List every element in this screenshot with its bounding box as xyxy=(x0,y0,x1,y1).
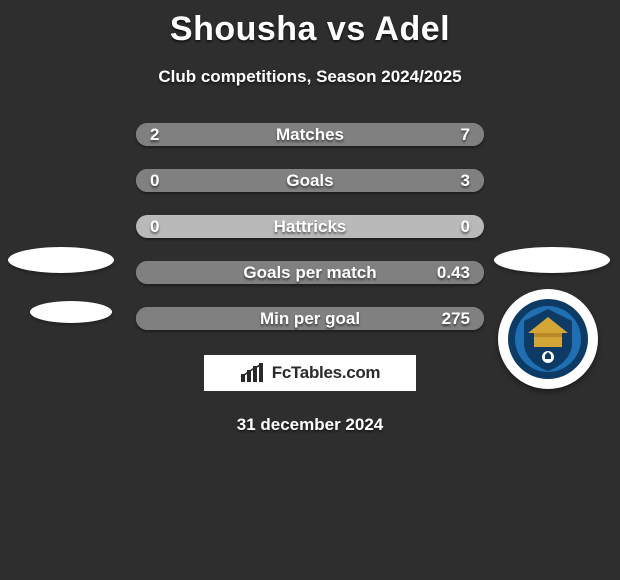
comparison-bars: 2Matches70Goals30Hattricks0Goals per mat… xyxy=(136,123,484,353)
infographic-root: Shousha vs Adel Club competitions, Seaso… xyxy=(0,0,620,580)
stat-value-right: 275 xyxy=(442,307,470,330)
brand-box: FcTables.com xyxy=(202,353,418,393)
comparison-area: 2Matches70Goals30Hattricks0Goals per mat… xyxy=(0,123,620,343)
brand-text: FcTables.com xyxy=(272,363,381,383)
footer-date: 31 december 2024 xyxy=(0,415,620,435)
player-right-placeholder-1 xyxy=(494,247,610,273)
stat-label: Min per goal xyxy=(136,307,484,330)
stat-row: 0Hattricks0 xyxy=(136,215,484,238)
stat-value-right: 7 xyxy=(461,123,470,146)
club-badge-svg xyxy=(506,297,590,381)
stat-value-right: 0 xyxy=(461,215,470,238)
club-badge-icon xyxy=(498,289,598,389)
stat-label: Hattricks xyxy=(136,215,484,238)
page-title: Shousha vs Adel xyxy=(0,10,620,49)
bars-icon xyxy=(240,363,266,383)
stat-value-right: 3 xyxy=(461,169,470,192)
player-left-placeholder-1 xyxy=(8,247,114,273)
stat-row: Goals per match0.43 xyxy=(136,261,484,284)
stat-value-right: 0.43 xyxy=(437,261,470,284)
page-subtitle: Club competitions, Season 2024/2025 xyxy=(0,67,620,87)
player-left-placeholder-2 xyxy=(30,301,112,323)
stat-label: Goals xyxy=(136,169,484,192)
stat-row: 0Goals3 xyxy=(136,169,484,192)
stat-row: Min per goal275 xyxy=(136,307,484,330)
stat-label: Goals per match xyxy=(136,261,484,284)
stat-label: Matches xyxy=(136,123,484,146)
stat-row: 2Matches7 xyxy=(136,123,484,146)
